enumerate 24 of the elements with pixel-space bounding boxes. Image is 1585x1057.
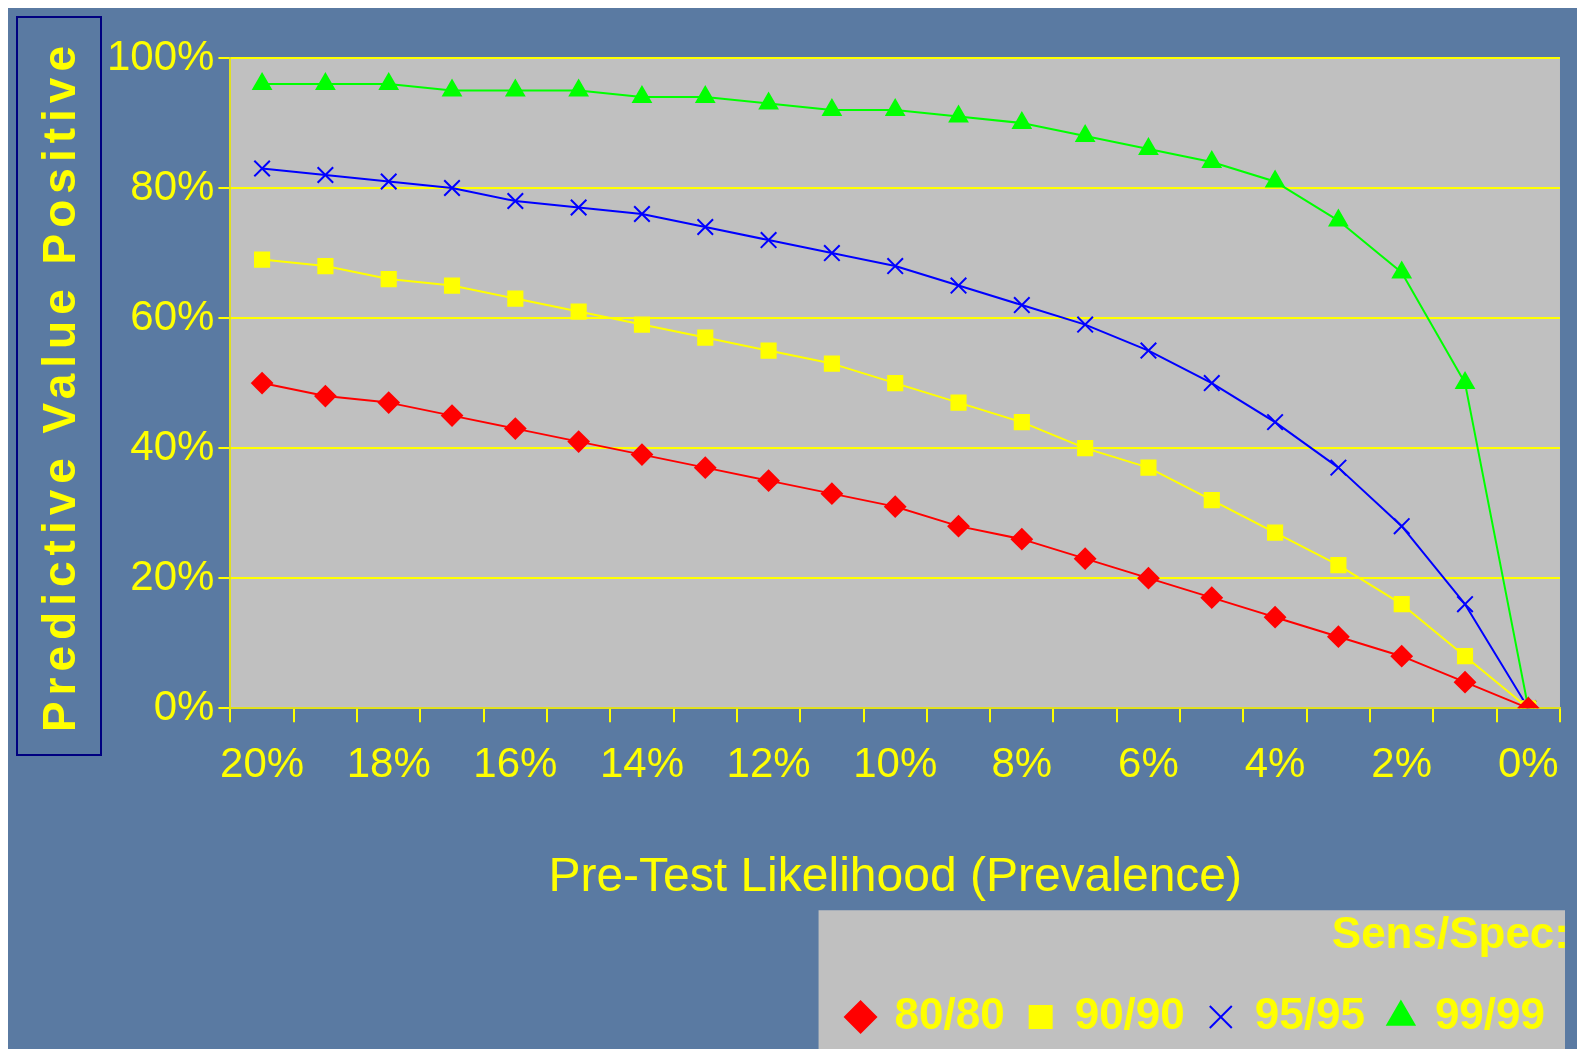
x-tick-label: 16% [473,738,558,786]
legend-label: 95/95 [1254,989,1365,1039]
x-tick-label: 6% [1118,738,1179,786]
x-tick-label: 14% [599,738,684,786]
legend-label: 99/99 [1434,989,1545,1039]
x-axis-title: Pre-Test Likelihood (Prevalence) [548,847,1243,901]
x-tick-label: 8% [991,738,1053,786]
y-tick-label: 100% [107,31,215,79]
x-tick-label: 18% [346,738,431,786]
y-tick-label: 60% [130,291,215,339]
x-tick-label: 0% [1497,738,1559,786]
y-tick-label: 0% [153,681,215,729]
y-tick-label: 80% [130,161,215,209]
x-tick-label: 2% [1371,738,1433,786]
legend-label: 90/90 [1074,989,1185,1039]
x-tick-label: 12% [726,738,811,786]
y-tick-label: 20% [130,551,215,599]
legend-label: 80/80 [894,989,1005,1039]
y-axis-title: Predictive Value Positive [32,39,86,733]
x-tick-label: 20% [220,738,305,786]
x-tick-label: 10% [853,738,938,786]
legend-title: Sens/Spec: [1331,908,1569,958]
x-tick-label: 4% [1244,738,1306,786]
y-tick-label: 40% [130,421,215,469]
